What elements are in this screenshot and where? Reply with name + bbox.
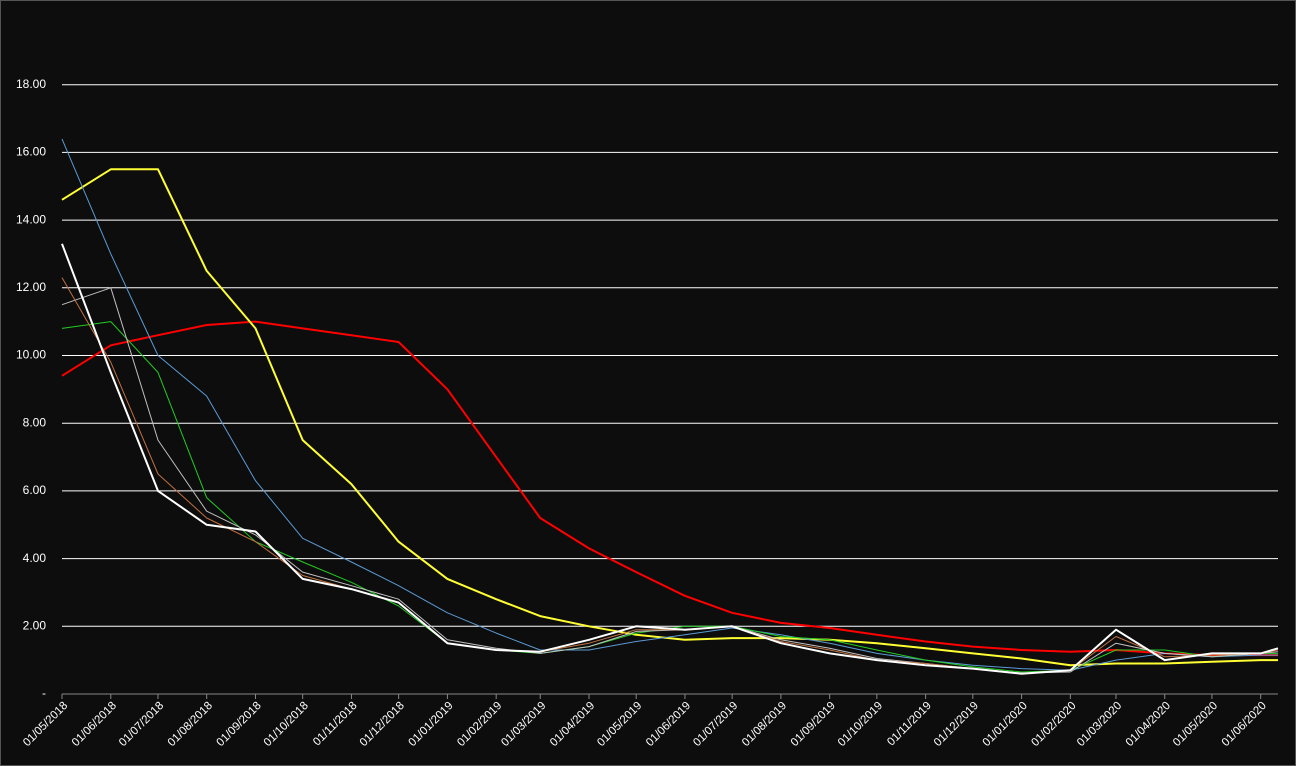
series-line <box>61 320 1278 657</box>
y-tick-label: - <box>42 686 46 700</box>
y-tick-label: 2.00 <box>23 618 47 632</box>
series-line <box>61 138 1278 671</box>
y-tick-label: 10.00 <box>16 348 46 362</box>
series-line <box>61 168 1278 667</box>
y-tick-label: 6.00 <box>23 483 47 497</box>
y-tick-label: 8.00 <box>23 415 47 429</box>
y-tick-label: 14.00 <box>16 212 46 226</box>
y-tick-label: 16.00 <box>16 145 46 159</box>
y-tick-label: 4.00 <box>23 551 47 565</box>
y-tick-label: 18.00 <box>16 77 46 91</box>
y-tick-label: 12.00 <box>16 280 46 294</box>
series-line <box>61 243 1279 675</box>
